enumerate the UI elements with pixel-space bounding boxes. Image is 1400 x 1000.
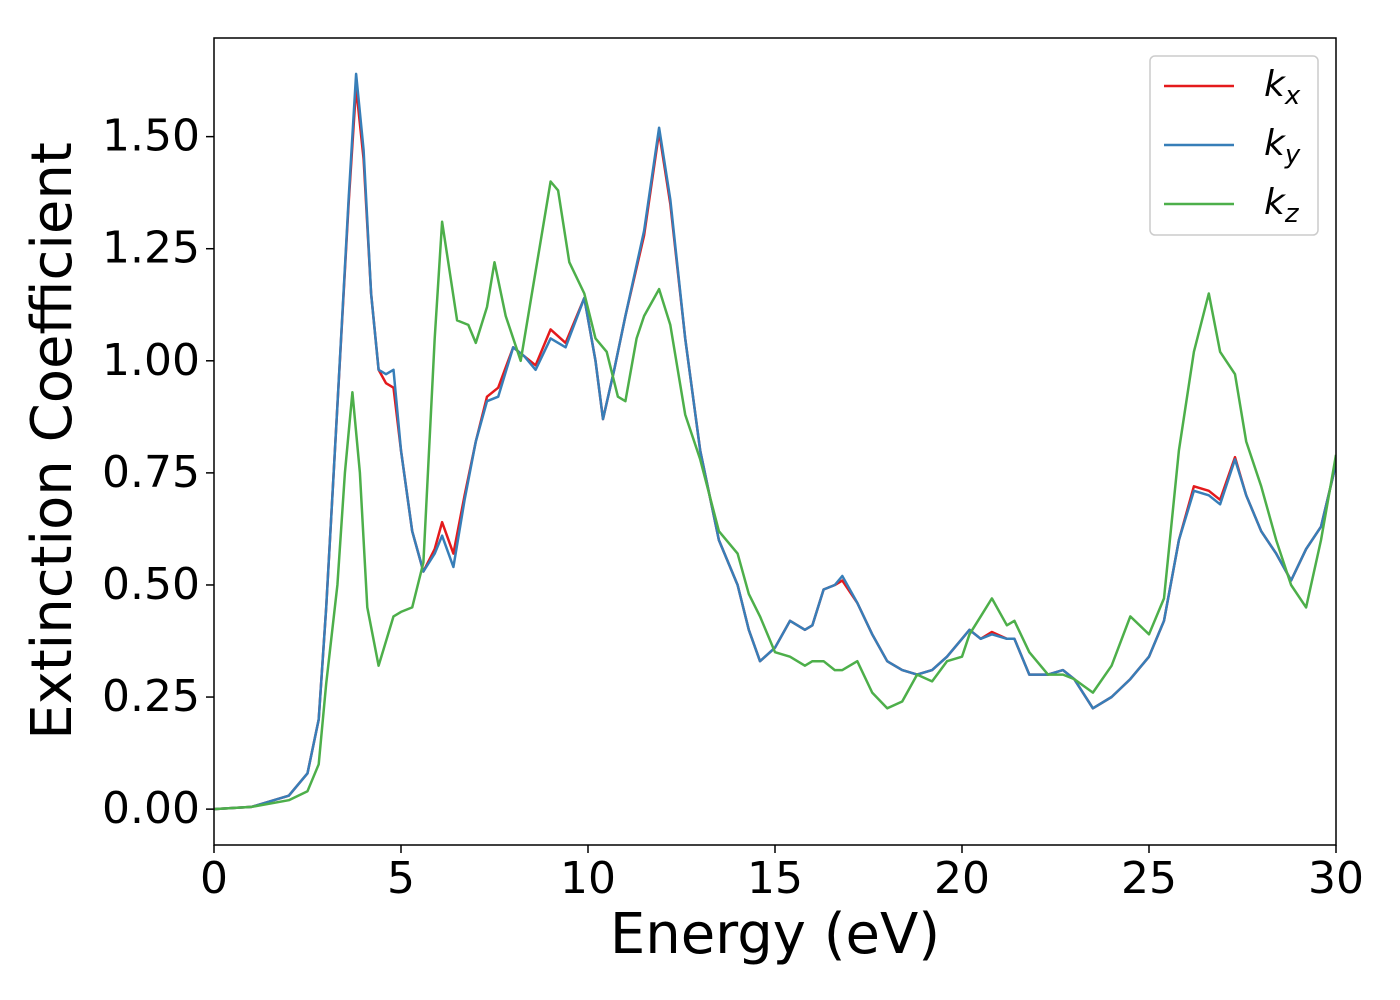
x-tick-label: 0 [200,853,228,904]
series-line [214,180,1336,811]
y-axis-label: Extinction Coefficient [20,142,85,740]
x-tick-label: 5 [387,853,415,904]
legend-label: ky [1264,123,1301,170]
legend-label: kx [1264,64,1301,111]
y-tick-label: 0.75 [102,447,200,498]
x-tick-label: 25 [1121,853,1177,904]
x-tick-label: 30 [1308,853,1364,904]
x-axis-label: Energy (eV) [610,902,940,967]
x-tick-label: 15 [747,853,803,904]
x-tick-label: 10 [560,853,616,904]
y-tick-label: 1.25 [102,223,200,274]
series-line [214,72,1336,811]
plot-frame [213,37,1337,846]
y-tick-label: 0.25 [102,671,200,722]
legend-label: kz [1264,182,1300,229]
y-tick-label: 0.50 [102,559,200,610]
y-tick-label: 1.50 [102,111,200,162]
x-tick-label: 20 [934,853,990,904]
y-tick-label: 1.00 [102,335,200,386]
y-tick-label: 0.00 [102,783,200,834]
